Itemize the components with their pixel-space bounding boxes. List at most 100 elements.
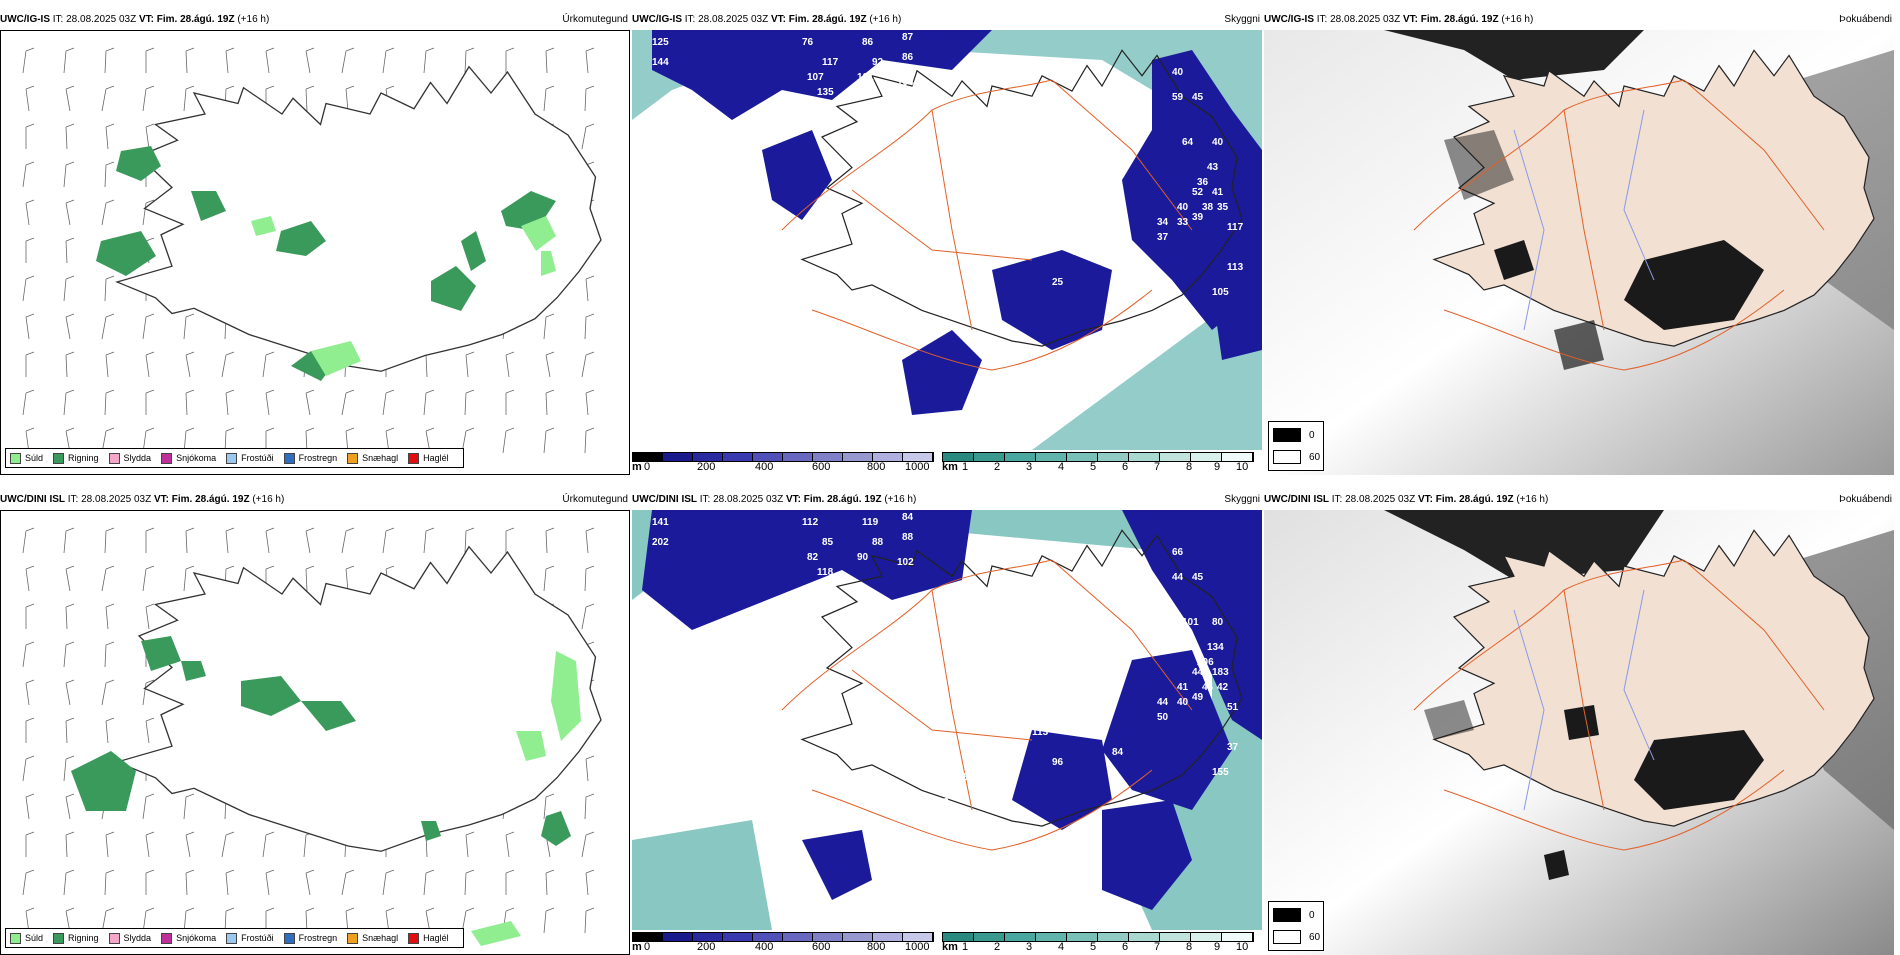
vt-label: VT: — [1402, 14, 1418, 25]
legend-label: Snæhagl — [362, 453, 399, 463]
cloud-base-label: 50 — [1157, 712, 1169, 723]
wind-barb — [345, 85, 355, 112]
panel-title: UWC/DINI ISL IT: 28.08.2025 03Z VT: Fim.… — [0, 490, 630, 510]
wind-barb — [185, 351, 195, 378]
wind-barb — [341, 47, 355, 74]
wind-barb — [585, 47, 595, 74]
cloud-base-label: 49 — [1192, 692, 1204, 703]
it-value: 28.08.2025 03Z — [698, 14, 769, 25]
cloud-base-label: 25 — [1052, 277, 1064, 288]
tick: 2 — [994, 941, 1001, 953]
wind-barb — [505, 869, 515, 895]
cloud-base-label: 27 — [932, 317, 944, 328]
wind-barb — [502, 427, 515, 454]
wind-barb — [505, 389, 515, 415]
it-value: 28.08.2025 03Z — [1345, 494, 1416, 505]
wind-barb — [185, 47, 195, 74]
wind-barb — [585, 275, 595, 302]
fog-legend-row: 0 — [1273, 908, 1315, 922]
wind-barb — [584, 565, 595, 592]
model-name: UWC/DINI ISL — [632, 494, 697, 505]
wind-barb — [543, 793, 555, 820]
legend-item-snjókoma: Snjókoma — [161, 932, 216, 944]
wind-barb — [65, 717, 75, 744]
wind-barb — [104, 275, 115, 302]
tick: 6 — [1122, 941, 1129, 953]
cloud-base-label: 118 — [817, 567, 834, 578]
wind-barb — [22, 527, 35, 554]
cloud-base-label: 37 — [1027, 702, 1039, 713]
cloud-base-label: 134 — [1207, 642, 1224, 653]
fog-legend-label: 0 — [1309, 909, 1315, 921]
wind-barb — [25, 123, 35, 149]
tick: 800 — [867, 461, 886, 473]
wind-barb — [581, 603, 595, 630]
legend-item-snjókoma: Snjókoma — [161, 452, 216, 464]
wind-barb — [341, 527, 355, 554]
wind-barb — [63, 161, 75, 188]
wind-barb — [104, 47, 115, 74]
cloud-base-unit: m — [632, 941, 642, 953]
row1-fog-panel: UWC/IG-IS IT: 28.08.2025 03Z VT: Fim. 28… — [1264, 10, 1894, 475]
tick: 3 — [1026, 461, 1033, 473]
tick: 10 — [1236, 941, 1249, 953]
it-value: 28.08.2025 03Z — [713, 494, 784, 505]
cloud-base-label: 84 — [1112, 747, 1124, 758]
wind-barb — [101, 85, 115, 112]
cloud-map: 141 202 112 119 84 85 88 88 82 90 102 118 66 44 45 101 8… — [632, 510, 1262, 955]
wind-barb — [22, 161, 35, 188]
wind-barb — [105, 351, 115, 378]
cloud-base-label: 105 — [1212, 287, 1229, 298]
wind-barb — [543, 85, 555, 112]
legend-item-slydda: Slydda — [108, 932, 151, 944]
roads — [781, 79, 1193, 371]
wind-barb — [305, 85, 315, 112]
it-label: IT: — [1331, 494, 1343, 505]
cloud-base-label: 82 — [807, 552, 819, 563]
wind-barb — [145, 351, 155, 378]
wind-barb — [382, 527, 395, 554]
cloud-base-label: 88 — [902, 532, 914, 543]
tick: 7 — [1154, 941, 1161, 953]
wind-barb — [22, 869, 35, 896]
wind-barb — [465, 351, 475, 378]
fog-legend: 0 60 — [1268, 421, 1324, 471]
wind-barb — [63, 389, 75, 416]
drizzle-areas — [471, 651, 581, 946]
fog-legend-row: 60 — [1273, 450, 1320, 464]
wind-barb — [461, 907, 475, 934]
cloud-base-label: 33 — [1177, 217, 1189, 228]
cloud-base-label: 86 — [902, 52, 914, 63]
wind-barb — [65, 123, 75, 150]
wind-barb — [543, 907, 555, 934]
cloud-base-label: 40 — [1212, 137, 1224, 148]
it-label: IT: — [1316, 14, 1328, 25]
cloud-base-label: 164 — [1112, 267, 1129, 278]
legend-item-haglél: Haglél — [408, 452, 449, 464]
wind-barb — [145, 123, 155, 150]
wind-barb — [382, 389, 395, 416]
wind-barb — [65, 237, 75, 264]
cloud-base-label: 36 — [1197, 177, 1209, 188]
row1-precip-panel: UWC/IG-IS IT: 28.08.2025 03Z VT: Fim. 28… — [0, 10, 630, 475]
wind-barb — [104, 389, 115, 416]
wind-barb — [581, 123, 595, 150]
wind-barb — [22, 275, 35, 302]
legend-swatch — [283, 932, 295, 944]
fog-areas — [1444, 130, 1764, 370]
wind-barb — [464, 869, 475, 896]
wind-barb — [145, 603, 155, 630]
wind-barb — [25, 717, 35, 743]
it-value: 28.08.2025 03Z — [1330, 14, 1401, 25]
cloud-base-label: 162 — [932, 772, 949, 783]
wind-barb — [65, 313, 75, 340]
wind-barb — [545, 47, 555, 74]
panel-title: UWC/DINI ISL IT: 28.08.2025 03Z VT: Fim.… — [632, 490, 1262, 510]
legend-swatch — [226, 932, 238, 944]
wind-barb — [423, 389, 435, 416]
wind-barb — [101, 565, 115, 592]
tick: 3 — [1026, 941, 1033, 953]
vt-value: Fim. 28.ágú. 19Z — [1420, 14, 1499, 25]
legend-swatch — [408, 452, 420, 464]
legend-swatch — [408, 932, 420, 944]
